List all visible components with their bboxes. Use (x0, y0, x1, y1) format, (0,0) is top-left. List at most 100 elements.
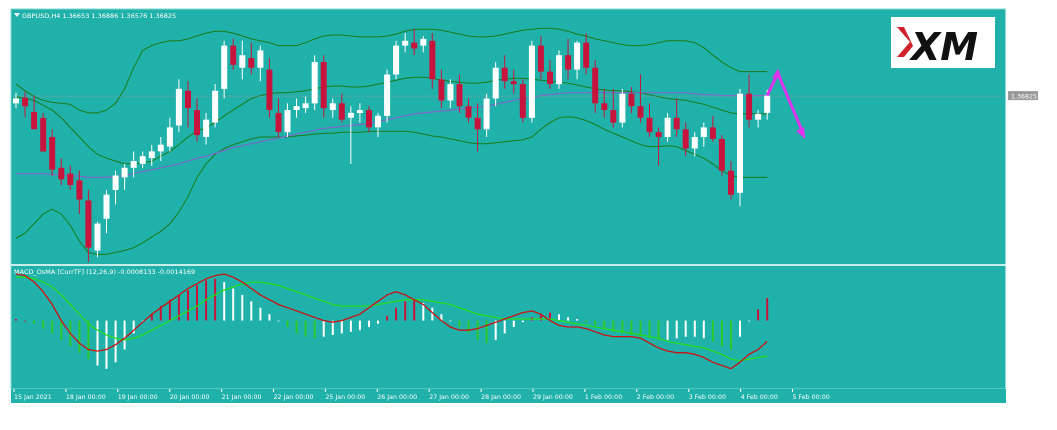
histogram-bar (123, 320, 126, 350)
histogram-bar (331, 320, 334, 335)
candle-body (465, 106, 472, 118)
histogram-bar (141, 320, 144, 322)
candle-body (655, 132, 662, 137)
histogram-bar (739, 320, 741, 337)
price-tick-label: 1.35750 (1011, 197, 1037, 204)
price-tick-label: 1.37080 (1011, 69, 1037, 76)
candle-body (402, 40, 409, 46)
histogram-bar (150, 314, 153, 321)
time-tick-label: 18 Jan 00:00 (66, 394, 106, 401)
candle-body (700, 127, 707, 137)
histogram-bar (159, 306, 162, 321)
histogram-bar (105, 320, 108, 369)
histogram-bar (42, 320, 45, 329)
candle-body (266, 69, 273, 111)
candle-body (257, 50, 264, 68)
candle-body (67, 173, 74, 186)
candle-body (583, 42, 590, 68)
time-tick-label: 28 Jan 00:00 (481, 394, 521, 401)
candle-body (411, 42, 418, 49)
histogram-bar (268, 314, 271, 321)
indicator-tick-label: -0.00393 (1011, 381, 1039, 388)
candle-body (420, 38, 427, 46)
time-tick-label: 21 Jan 00:00 (222, 394, 262, 401)
candle-body (221, 45, 228, 89)
histogram-bar (594, 320, 597, 326)
histogram-bar (657, 320, 660, 340)
histogram-bar (96, 320, 99, 366)
histogram-bar (168, 299, 171, 321)
histogram-bar (295, 320, 298, 334)
histogram-bar (223, 282, 226, 321)
histogram-bar (675, 320, 678, 339)
candle-body (58, 167, 65, 180)
candle-body (384, 74, 391, 116)
candle-body (682, 129, 689, 149)
candle-body (94, 223, 101, 251)
candle-body (121, 167, 128, 178)
price-tick-label: 1.36825 (1011, 94, 1037, 101)
histogram-bar (558, 314, 560, 321)
candle-body (737, 93, 743, 193)
macd-lines (15, 273, 768, 370)
candle-body (239, 55, 246, 68)
time-tick-label: 2 Feb 00:00 (637, 394, 674, 401)
candle-body (347, 112, 354, 118)
xm-logo: XM (891, 17, 995, 69)
candle-body (103, 194, 110, 219)
histogram-bar (214, 278, 217, 321)
histogram-bar (313, 320, 316, 339)
histogram-bar (512, 320, 515, 327)
time-tick-label: 15 Jan 2021 (14, 394, 52, 401)
symbol-header: GBPUSD,H4 1.36653 1.36886 1.36576 1.3682… (22, 12, 176, 20)
histogram-bar (51, 320, 54, 334)
moving-average (16, 92, 768, 178)
histogram-bar (286, 320, 289, 327)
candle-body (175, 88, 182, 126)
time-tick-label: 27 Jan 00:00 (429, 394, 469, 401)
histogram-bar (132, 320, 135, 334)
histogram-bar (259, 307, 262, 321)
indicator-header: MACD_OsMA [CurrTF] (12,26,9) -0.0008133 … (14, 268, 195, 276)
histogram-bar (78, 320, 81, 353)
candle-body (764, 95, 771, 113)
histogram-bar (33, 320, 36, 324)
candle-body (311, 62, 318, 104)
candle-body (375, 115, 381, 128)
histogram-bar (621, 320, 624, 334)
price-tick-label: 1.35485 (1011, 223, 1037, 230)
histogram-bar (114, 320, 117, 363)
candle-body (284, 110, 291, 133)
histogram-bar (585, 320, 588, 323)
projection-arrows (765, 68, 806, 139)
candle-body (628, 93, 635, 107)
candle-body (338, 103, 345, 120)
histogram-bar (458, 320, 461, 327)
candle-body (293, 106, 300, 110)
histogram-bar (576, 319, 579, 321)
candle-body (76, 180, 83, 200)
candle-body (673, 117, 680, 130)
histogram-bar (549, 312, 551, 321)
price-tick-label: 1.36015 (1011, 172, 1037, 179)
histogram-bar (87, 320, 90, 360)
projection-down-arrowhead (796, 127, 806, 139)
candle-body (31, 112, 38, 130)
candle-body (130, 161, 137, 168)
histogram-bar (720, 320, 723, 347)
time-tick-label: 29 Jan 00:00 (533, 394, 573, 401)
indicator-pane (10, 264, 1007, 390)
histogram-bar (666, 320, 669, 340)
time-tick-label: 25 Jan 00:00 (325, 394, 365, 401)
candle-body (248, 58, 255, 68)
candle-body (519, 84, 526, 118)
time-tick-label: 4 Feb 00:00 (741, 394, 778, 401)
histogram-bar (187, 290, 189, 321)
candle-body (40, 117, 47, 152)
histogram-bar (467, 320, 470, 334)
candle-body (166, 127, 173, 147)
candle-body (112, 175, 119, 190)
histogram-bar (539, 314, 542, 321)
histogram-bar (684, 320, 687, 337)
header-dropdown-icon[interactable] (14, 13, 20, 17)
